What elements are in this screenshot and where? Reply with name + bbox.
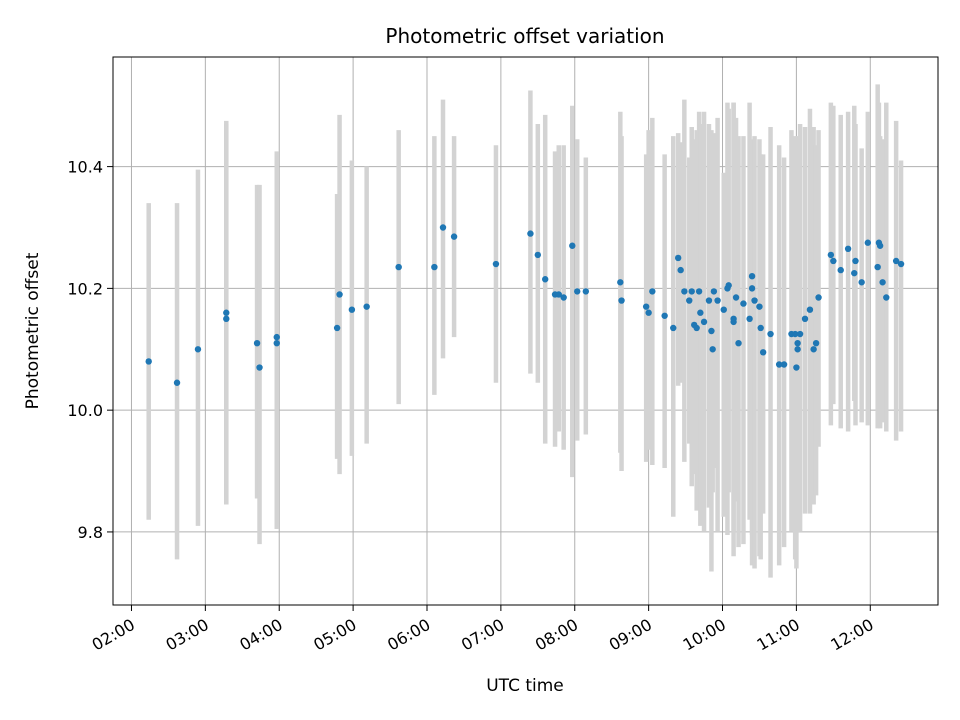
data-point — [812, 339, 820, 347]
data-point — [746, 315, 753, 323]
data-point — [793, 364, 800, 371]
y-tick-label: 10.0 — [67, 401, 103, 420]
data-point — [145, 358, 152, 365]
data-point — [674, 254, 682, 262]
data-point — [876, 242, 884, 249]
data-point — [492, 260, 500, 268]
data-point — [851, 269, 858, 277]
data-point — [223, 309, 230, 316]
chart-title: Photometric offset variation — [385, 24, 664, 48]
data-point — [642, 303, 650, 310]
data-point — [767, 330, 774, 338]
data-point — [794, 346, 801, 353]
data-point — [256, 364, 263, 371]
data-point — [273, 339, 280, 347]
data-point — [686, 297, 693, 304]
data-point — [582, 288, 590, 295]
y-tick-label: 10.4 — [67, 158, 103, 177]
data-point — [677, 266, 684, 274]
data-point — [649, 288, 656, 295]
data-point — [830, 257, 837, 265]
data-point — [892, 257, 900, 265]
data-point — [645, 309, 652, 316]
data-point — [693, 324, 700, 332]
data-point — [569, 242, 576, 249]
data-point — [827, 251, 835, 259]
data-point — [806, 306, 814, 313]
data-point — [864, 239, 872, 246]
data-point — [348, 306, 356, 313]
data-point — [695, 288, 703, 295]
data-point — [363, 303, 370, 310]
data-point — [879, 279, 886, 286]
plot-frame — [112, 56, 939, 606]
data-point — [732, 294, 740, 301]
data-point — [431, 263, 438, 271]
data-point — [837, 266, 844, 274]
data-point — [710, 288, 718, 295]
data-point — [688, 288, 695, 295]
data-point — [534, 251, 542, 259]
data-point — [748, 273, 756, 280]
y-axis-label: Photometric offset — [23, 252, 43, 409]
data-point — [527, 230, 534, 237]
data-point — [273, 333, 280, 341]
data-point — [714, 297, 721, 304]
data-point — [173, 379, 181, 386]
data-point — [709, 346, 716, 353]
data-point — [395, 263, 402, 271]
data-point — [780, 361, 788, 368]
marker-layer — [145, 224, 905, 386]
data-point — [542, 276, 549, 283]
data-point — [336, 291, 343, 298]
data-point — [852, 257, 859, 265]
data-point — [725, 282, 732, 289]
data-point — [883, 294, 890, 301]
data-point — [874, 263, 881, 271]
data-point — [253, 339, 261, 347]
data-point — [756, 303, 763, 310]
data-point — [618, 297, 625, 304]
data-point — [801, 315, 809, 323]
data-point — [450, 233, 458, 240]
data-point — [708, 327, 715, 335]
data-point — [661, 312, 668, 319]
data-point — [757, 324, 764, 332]
data-point — [740, 300, 747, 307]
data-point — [730, 318, 737, 326]
data-point — [735, 339, 742, 347]
data-point — [751, 297, 758, 304]
data-point — [720, 306, 727, 313]
data-point — [791, 330, 799, 338]
x-axis-label: UTC time — [486, 676, 564, 696]
data-point — [560, 294, 567, 301]
data-point — [858, 279, 865, 286]
data-point — [439, 224, 447, 231]
data-point — [223, 315, 230, 323]
y-tick-label: 9.8 — [78, 523, 103, 542]
data-point — [775, 361, 783, 368]
data-point — [844, 245, 852, 252]
data-point — [697, 309, 704, 316]
data-point — [748, 285, 756, 292]
y-tick-label: 10.2 — [67, 279, 103, 298]
data-point — [681, 288, 688, 295]
data-point — [700, 318, 708, 326]
data-point — [796, 330, 804, 338]
data-point — [574, 288, 581, 295]
data-point — [810, 346, 817, 353]
data-point — [670, 324, 677, 332]
data-point — [759, 349, 767, 356]
data-point — [333, 324, 341, 332]
data-point — [194, 346, 202, 353]
data-point — [617, 279, 624, 286]
data-point — [897, 260, 905, 268]
data-point — [705, 297, 713, 304]
data-point — [555, 291, 562, 298]
data-point — [815, 294, 822, 301]
data-point — [794, 339, 801, 347]
